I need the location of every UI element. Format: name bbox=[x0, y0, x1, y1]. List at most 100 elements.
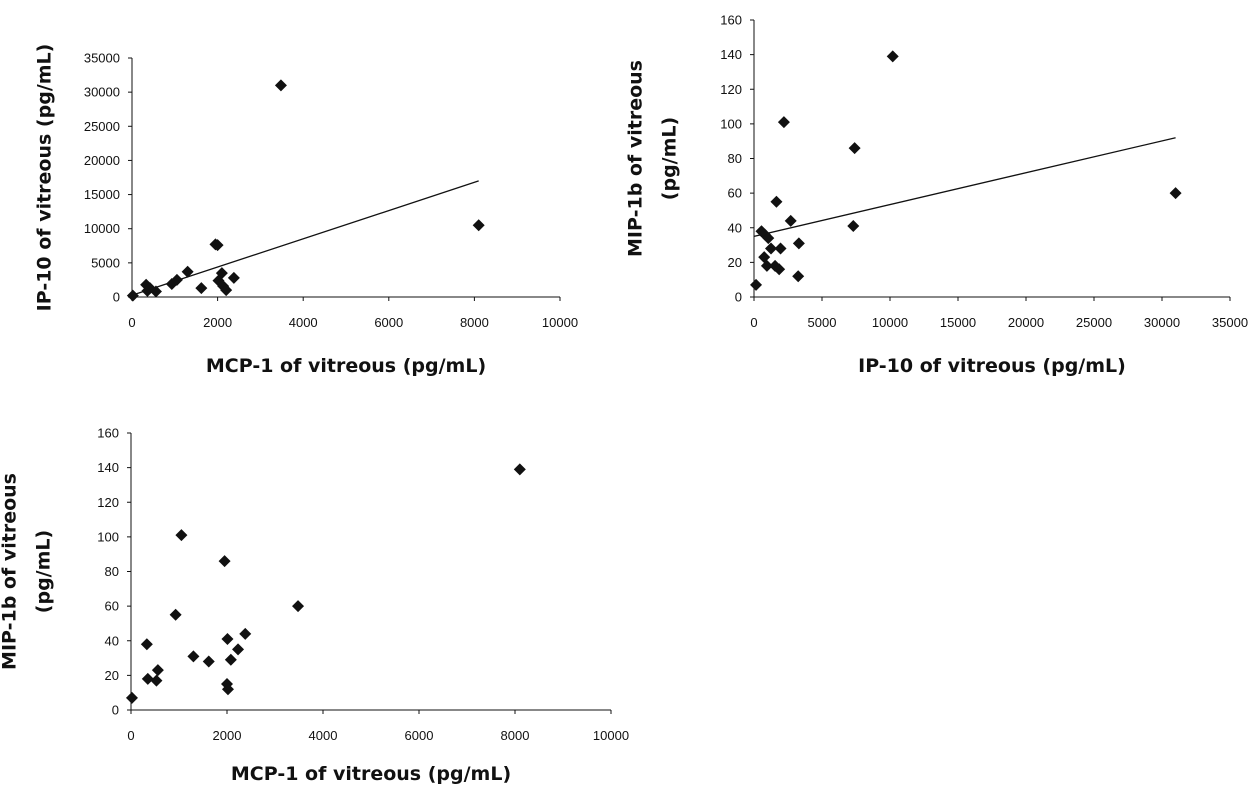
data-point-diamond bbox=[215, 267, 228, 280]
y-tick-label: 5000 bbox=[91, 255, 120, 270]
data-point-diamond bbox=[169, 608, 182, 621]
x-tick-label: 4000 bbox=[309, 728, 338, 743]
x-tick-label: 15000 bbox=[940, 315, 976, 330]
data-point-diamond bbox=[140, 638, 153, 651]
data-point-diamond bbox=[777, 116, 790, 129]
data-point-diamond bbox=[221, 633, 234, 646]
y-tick-label: 120 bbox=[97, 495, 119, 510]
data-point-diamond bbox=[141, 672, 154, 685]
data-point-diamond bbox=[224, 653, 237, 666]
data-point-diamond bbox=[151, 664, 164, 677]
data-point-diamond bbox=[848, 142, 861, 155]
y-axis-title: (pg/mL) bbox=[659, 117, 681, 200]
x-axis-title: IP-10 of vitreous (pg/mL) bbox=[858, 355, 1126, 377]
y-tick-label: 35000 bbox=[84, 51, 120, 66]
y-tick-label: 140 bbox=[97, 460, 119, 475]
y-tick-label: 100 bbox=[97, 529, 119, 544]
y-tick-label: 120 bbox=[720, 82, 742, 97]
data-point-diamond bbox=[792, 237, 805, 250]
data-point-diamond bbox=[181, 265, 194, 278]
chart-ip10-vs-mcp1: 0 2000 4000 6000 8000 10000 0 5000 10000 15000 200… bbox=[34, 44, 578, 377]
x-tick-label: 6000 bbox=[405, 728, 434, 743]
data-point-diamond bbox=[760, 259, 773, 272]
x-tick-label: 10000 bbox=[872, 315, 908, 330]
data-point-diamond bbox=[126, 289, 139, 302]
y-tick-label: 0 bbox=[113, 290, 120, 305]
chart-mip1b-vs-mcp1: 0 2000 4000 6000 8000 10000 0 20 40 60 80 100 120 140… bbox=[0, 426, 629, 785]
x-tick-label: 8000 bbox=[460, 315, 489, 330]
y-tick-label: 160 bbox=[720, 13, 742, 28]
x-tick-label: 0 bbox=[128, 315, 135, 330]
data-point-diamond bbox=[220, 284, 233, 297]
y-tick-label: 60 bbox=[105, 599, 119, 614]
x-tick-label: 20000 bbox=[1008, 315, 1044, 330]
data-point-diamond bbox=[886, 50, 899, 63]
data-point-diamond bbox=[762, 232, 775, 245]
x-tick-label: 2000 bbox=[213, 728, 242, 743]
data-point-diamond bbox=[292, 600, 305, 613]
y-tick-label: 60 bbox=[728, 186, 742, 201]
data-point-diamond bbox=[773, 263, 786, 276]
y-tick-label: 80 bbox=[728, 151, 742, 166]
data-point-diamond bbox=[149, 285, 162, 298]
x-tick-label: 35000 bbox=[1212, 315, 1248, 330]
y-tick-label: 80 bbox=[105, 564, 119, 579]
x-tick-label: 2000 bbox=[203, 315, 232, 330]
data-point-diamond bbox=[239, 627, 252, 640]
y-axis-title: IP-10 of vitreous (pg/mL) bbox=[34, 44, 56, 312]
linear-trendline bbox=[753, 137, 1176, 238]
data-point-diamond bbox=[195, 282, 208, 295]
data-point-diamond bbox=[150, 674, 163, 687]
y-tick-label: 0 bbox=[735, 290, 742, 305]
x-axis-title: MCP-1 of vitreous (pg/mL) bbox=[206, 355, 486, 377]
y-tick-label: 15000 bbox=[84, 187, 120, 202]
data-point-diamond bbox=[513, 463, 526, 476]
y-axis-title: MIP-1b of vitreous bbox=[625, 60, 647, 257]
x-tick-label: 25000 bbox=[1076, 315, 1112, 330]
data-point-diamond bbox=[211, 239, 224, 252]
data-point-diamond bbox=[202, 655, 215, 668]
data-point-diamond bbox=[1169, 187, 1182, 200]
y-axis-title: (pg/mL) bbox=[33, 530, 55, 613]
data-point-diamond bbox=[472, 219, 485, 232]
x-tick-label: 5000 bbox=[808, 315, 837, 330]
y-tick-label: 160 bbox=[97, 426, 119, 441]
x-tick-label: 8000 bbox=[501, 728, 530, 743]
linear-trendline bbox=[131, 180, 479, 296]
data-point-diamond bbox=[274, 79, 287, 92]
y-tick-label: 20000 bbox=[84, 153, 120, 168]
data-point-diamond bbox=[187, 650, 200, 663]
data-point-diamond bbox=[170, 273, 183, 286]
data-point-diamond bbox=[784, 214, 797, 227]
y-tick-label: 140 bbox=[720, 47, 742, 62]
x-tick-label: 10000 bbox=[542, 315, 578, 330]
x-tick-label: 6000 bbox=[374, 315, 403, 330]
data-point-diamond bbox=[227, 271, 240, 284]
y-tick-label: 25000 bbox=[84, 119, 120, 134]
y-tick-label: 30000 bbox=[84, 85, 120, 100]
data-point-diamond bbox=[847, 220, 860, 233]
y-tick-label: 20 bbox=[728, 255, 742, 270]
data-point-diamond bbox=[774, 242, 787, 255]
data-point-diamond bbox=[218, 555, 231, 568]
data-point-diamond bbox=[750, 278, 763, 291]
y-tick-label: 100 bbox=[720, 116, 742, 131]
data-point-diamond bbox=[770, 195, 783, 208]
y-tick-label: 20 bbox=[105, 668, 119, 683]
x-tick-label: 0 bbox=[127, 728, 134, 743]
y-tick-label: 10000 bbox=[84, 221, 120, 236]
data-point-diamond bbox=[221, 683, 234, 696]
y-tick-label: 40 bbox=[728, 220, 742, 235]
x-tick-label: 4000 bbox=[289, 315, 318, 330]
x-tick-label: 30000 bbox=[1144, 315, 1180, 330]
data-point-diamond bbox=[232, 643, 245, 656]
data-point-diamond bbox=[125, 691, 138, 704]
data-point-diamond bbox=[175, 529, 188, 542]
y-tick-label: 40 bbox=[105, 633, 119, 648]
chart-mip1b-vs-ip10: 0 5000 10000 15000 20000 25000 30000 35000 0 20 40… bbox=[625, 13, 1248, 378]
x-tick-label: 0 bbox=[750, 315, 757, 330]
data-point-diamond bbox=[792, 270, 805, 283]
y-tick-label: 0 bbox=[112, 703, 119, 718]
x-tick-label: 10000 bbox=[593, 728, 629, 743]
